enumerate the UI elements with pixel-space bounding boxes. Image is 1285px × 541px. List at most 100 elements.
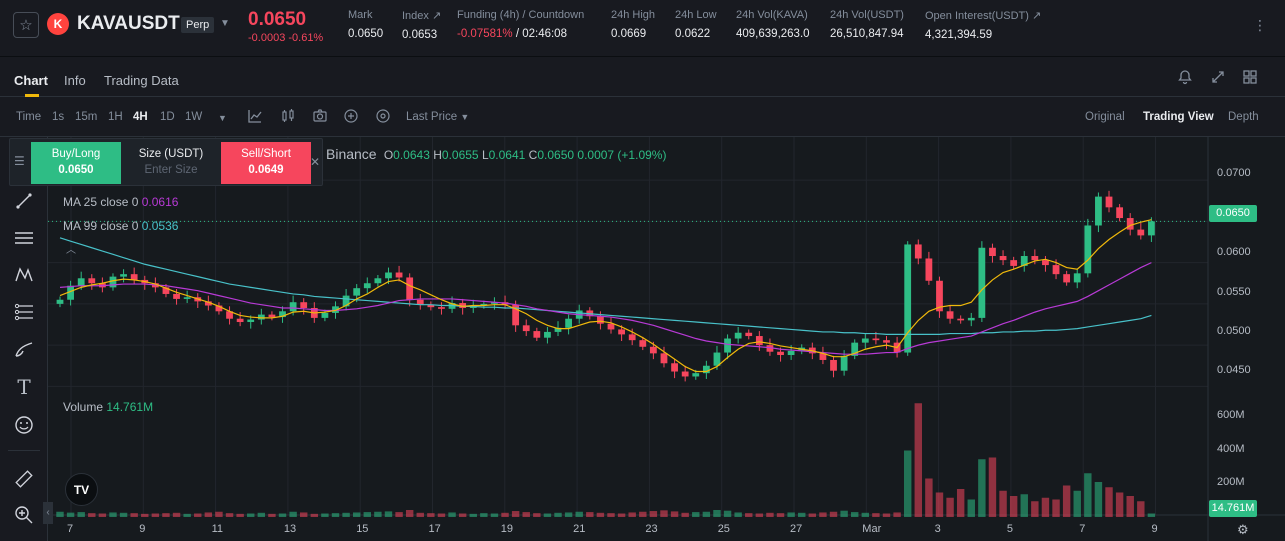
- ticker-header: ☆ K KAVAUSDT Perp ▼ 0.0650 -0.0003 -0.61…: [0, 0, 1285, 57]
- screenshot-camera-icon[interactable]: [312, 108, 328, 127]
- volume-bar: [808, 513, 817, 517]
- time-axis-label: 25: [717, 523, 730, 535]
- time-axis-label: 5: [1006, 523, 1014, 535]
- candle-body: [1020, 256, 1028, 266]
- add-indicator-icon[interactable]: [343, 108, 359, 127]
- alert-bell-icon[interactable]: [1177, 69, 1193, 89]
- volume-bar: [607, 513, 615, 517]
- interval-15m[interactable]: 15m: [75, 111, 98, 123]
- volume-bar: [56, 511, 64, 517]
- volume-bar: [660, 510, 668, 517]
- candle-body: [480, 303, 488, 306]
- tab-info[interactable]: Info: [64, 73, 86, 88]
- candle-body: [819, 353, 827, 360]
- stat-24h-low: 24h Low 0.0622: [675, 9, 717, 40]
- volume-bar: [490, 513, 499, 517]
- volume-bar: [840, 510, 848, 517]
- close-icon[interactable]: ✕: [310, 155, 321, 169]
- emoji-icon[interactable]: [12, 413, 36, 437]
- candle-type-icon[interactable]: [280, 108, 296, 127]
- candle-body: [236, 318, 244, 323]
- candle-body: [183, 297, 191, 299]
- size-input[interactable]: Size (USDT) Enter Size: [125, 142, 217, 184]
- trend-line-icon[interactable]: [12, 189, 36, 213]
- time-axis-label: 21: [573, 523, 586, 535]
- buy-price: 0.0650: [58, 164, 94, 176]
- tab-trading-data[interactable]: Trading Data: [104, 73, 179, 88]
- candle-body: [1116, 207, 1124, 219]
- interval-1d[interactable]: 1D: [160, 111, 175, 123]
- price-source-dropdown[interactable]: Last Price ▼: [406, 111, 469, 123]
- buy-long-button[interactable]: Buy/Long 0.0650: [31, 142, 121, 184]
- volume-bar: [278, 513, 287, 517]
- interval-dropdown-icon[interactable]: ▼: [218, 113, 227, 123]
- sell-short-button[interactable]: Sell/Short 0.0649: [221, 142, 311, 184]
- price-axis-label: 0.0500: [1217, 325, 1251, 337]
- price-chart-area[interactable]: [48, 137, 1285, 541]
- volume-bar: [151, 513, 160, 517]
- volume-bar: [300, 512, 308, 517]
- volume-bar: [1062, 485, 1071, 517]
- stat-value: 4,321,394.59: [925, 29, 993, 41]
- volume-bar: [776, 513, 785, 517]
- volume-bar: [967, 499, 975, 517]
- candlestick-chart[interactable]: [48, 137, 1285, 541]
- ruler-icon[interactable]: [12, 467, 36, 491]
- interval-1s[interactable]: 1s: [52, 111, 65, 123]
- size-placeholder: Enter Size: [144, 164, 198, 176]
- volume-bar: [1147, 513, 1156, 517]
- time-axis-label: 11: [211, 523, 224, 535]
- interval-1w[interactable]: 1W: [185, 111, 203, 123]
- tab-chart[interactable]: Chart: [14, 73, 48, 88]
- favorite-star-icon[interactable]: ☆: [13, 12, 39, 38]
- volume-bar: [1105, 487, 1113, 517]
- volume-bar: [734, 512, 742, 517]
- volume-axis-label: 400M: [1217, 443, 1245, 455]
- pattern-tool-icon[interactable]: [12, 263, 36, 287]
- candle-body: [321, 312, 329, 318]
- candle-body: [204, 301, 212, 306]
- brush-icon[interactable]: [12, 337, 36, 361]
- zoom-in-icon[interactable]: [12, 503, 36, 527]
- layout-grid-icon[interactable]: [1242, 69, 1258, 89]
- candle-body: [268, 314, 276, 318]
- interval-4h[interactable]: 4H: [133, 111, 148, 123]
- chart-settings-gear-icon[interactable]: ⚙: [1237, 522, 1249, 537]
- fib-retracement-icon[interactable]: [12, 300, 36, 324]
- candle-body: [967, 317, 975, 321]
- volume-bar: [268, 513, 276, 517]
- candle-body: [438, 307, 445, 309]
- candle-body: [1010, 260, 1018, 266]
- indicator-icon[interactable]: [247, 108, 263, 127]
- symbol-name[interactable]: KAVAUSDT: [77, 13, 180, 34]
- drag-handle-icon[interactable]: ☰: [14, 154, 25, 168]
- ohlc-change: 0.0007 (+1.09%): [577, 148, 667, 162]
- tradingview-logo-icon[interactable]: TV: [65, 473, 98, 506]
- time-axis-label: 19: [500, 523, 514, 535]
- horizontal-lines-icon[interactable]: [12, 226, 36, 250]
- chart-settings-icon[interactable]: [375, 108, 391, 127]
- time-axis-label: 9: [139, 523, 146, 535]
- candle-body: [385, 272, 392, 279]
- volume-bar: [448, 512, 456, 517]
- candle-body: [416, 299, 424, 305]
- header-menu-icon[interactable]: ⋮: [1253, 17, 1267, 33]
- stat-open-interest[interactable]: Open Interest(USDT) ↗ 4,321,394.59: [925, 9, 1041, 41]
- time-axis-label: 27: [790, 523, 803, 535]
- symbol-dropdown-icon[interactable]: ▼: [220, 18, 230, 29]
- volume-bar: [702, 511, 711, 517]
- legend-collapse-icon[interactable]: ︿: [66, 245, 76, 256]
- ohlc-key: H: [433, 148, 442, 162]
- stat-24h-vol-kava: 24h Vol(KAVA) 409,639,263.0: [736, 9, 810, 40]
- view-trading-view[interactable]: Trading View: [1143, 111, 1214, 123]
- interval-1h[interactable]: 1H: [108, 111, 123, 123]
- volume-bar: [310, 513, 319, 517]
- fullscreen-icon[interactable]: [1210, 69, 1226, 89]
- text-tool-icon[interactable]: T: [17, 375, 31, 399]
- stat-index[interactable]: Index ↗ 0.0653: [402, 9, 441, 41]
- view-original[interactable]: Original: [1085, 111, 1125, 123]
- view-depth[interactable]: Depth: [1228, 111, 1259, 123]
- candle-body: [1063, 274, 1071, 283]
- candle-body: [522, 325, 530, 332]
- collapse-toolbar-icon[interactable]: ‹: [43, 502, 53, 524]
